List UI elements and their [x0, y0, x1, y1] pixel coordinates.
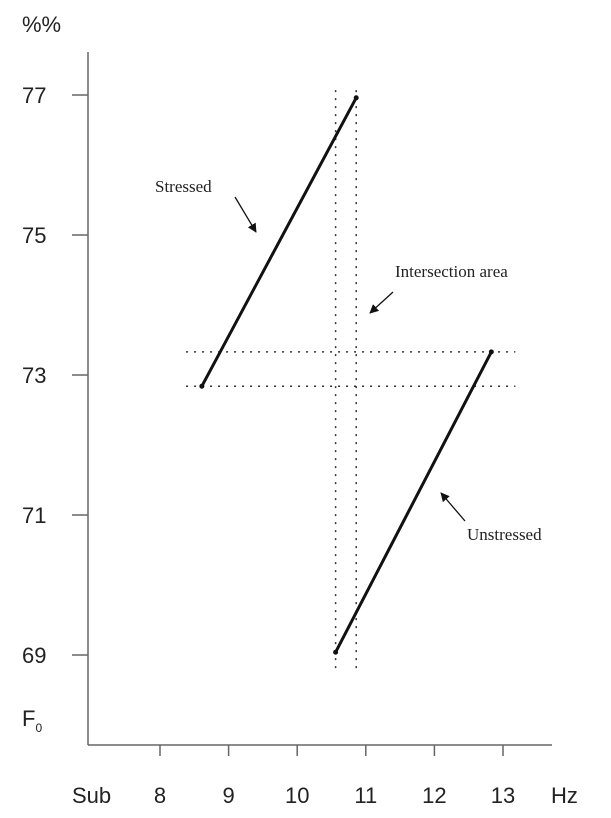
x-tick-label: 12 — [422, 783, 446, 808]
x-axis-label: Hz — [551, 783, 578, 808]
f-label: F — [22, 706, 35, 731]
x-first-tick-label: Sub — [72, 783, 111, 808]
data-point-stressed — [353, 95, 359, 101]
data-point-stressed — [199, 383, 205, 389]
unstressed-arrow-icon — [440, 492, 466, 522]
y-axis-label-bottom: F0 — [22, 706, 42, 735]
y-tick-label: 71 — [22, 503, 46, 528]
x-tick-label: 9 — [222, 783, 234, 808]
x-tick-label: 10 — [285, 783, 309, 808]
data-point-unstressed — [488, 349, 494, 355]
series-line-unstressed — [334, 351, 493, 653]
x-tick-label: 13 — [491, 783, 515, 808]
annotation-unstressed: Unstressed — [467, 525, 542, 544]
y-axis-label: %% — [22, 12, 61, 37]
x-tick-label: 8 — [154, 783, 166, 808]
y-tick-label: 75 — [22, 223, 46, 248]
y-tick-label: 77 — [22, 83, 46, 108]
x-tick-label: 11 — [354, 783, 377, 808]
data-point-unstressed — [333, 649, 339, 655]
y-tick-label: 73 — [22, 363, 46, 388]
intersection-arrow-icon — [369, 291, 394, 314]
y-tick-label: 69 — [22, 643, 46, 668]
stressed-arrow-icon — [234, 196, 257, 233]
annotation-stressed: Stressed — [155, 177, 212, 196]
series-line-stressed — [200, 97, 358, 387]
f-subscript: 0 — [35, 721, 42, 735]
annotation-intersection-area: Intersection area — [395, 262, 508, 281]
